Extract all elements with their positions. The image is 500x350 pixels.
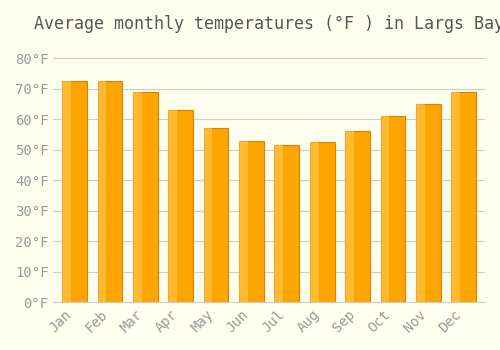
- Bar: [380, 116, 390, 302]
- Bar: [133, 92, 158, 302]
- Bar: [416, 104, 441, 302]
- Bar: [98, 81, 106, 302]
- Bar: [452, 92, 460, 302]
- Bar: [168, 110, 177, 302]
- Bar: [380, 116, 406, 302]
- Bar: [204, 128, 212, 302]
- Bar: [310, 142, 334, 302]
- Bar: [62, 81, 71, 302]
- Bar: [452, 92, 476, 302]
- Bar: [168, 110, 193, 302]
- Bar: [310, 142, 318, 302]
- Bar: [239, 141, 264, 302]
- Bar: [98, 81, 122, 302]
- Bar: [345, 132, 370, 302]
- Bar: [274, 145, 299, 302]
- Bar: [133, 92, 141, 302]
- Bar: [239, 141, 248, 302]
- Bar: [62, 81, 87, 302]
- Bar: [274, 145, 283, 302]
- Title: Average monthly temperatures (°F ) in Largs Bay: Average monthly temperatures (°F ) in La…: [34, 15, 500, 33]
- Bar: [345, 132, 354, 302]
- Bar: [416, 104, 424, 302]
- Bar: [204, 128, 229, 302]
